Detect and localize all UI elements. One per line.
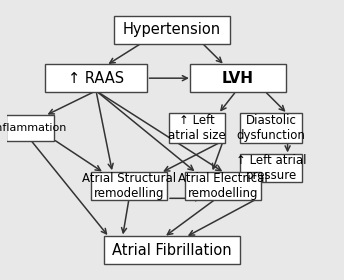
FancyBboxPatch shape: [6, 115, 54, 141]
Text: Diastolic
dysfunction: Diastolic dysfunction: [237, 114, 305, 142]
Text: ↑ RAAS: ↑ RAAS: [68, 71, 124, 86]
Text: ↑ Left
atrial size: ↑ Left atrial size: [168, 114, 226, 142]
Text: Atrial Electrical
remodelling: Atrial Electrical remodelling: [178, 172, 268, 200]
Text: Atrial Fibrillation: Atrial Fibrillation: [112, 243, 232, 258]
FancyBboxPatch shape: [240, 113, 302, 143]
FancyBboxPatch shape: [185, 172, 261, 200]
FancyBboxPatch shape: [91, 172, 167, 200]
Text: ↑ Left atrial
pressure: ↑ Left atrial pressure: [236, 154, 306, 182]
Text: Atrial Structural
remodelling: Atrial Structural remodelling: [82, 172, 176, 200]
FancyBboxPatch shape: [104, 236, 240, 264]
FancyBboxPatch shape: [169, 113, 225, 143]
Text: Inflammation: Inflammation: [0, 123, 67, 133]
FancyBboxPatch shape: [45, 64, 147, 92]
Text: LVH: LVH: [222, 71, 254, 86]
FancyBboxPatch shape: [240, 154, 302, 182]
FancyBboxPatch shape: [190, 64, 286, 92]
Text: Hypertension: Hypertension: [123, 22, 221, 37]
FancyBboxPatch shape: [114, 16, 230, 44]
